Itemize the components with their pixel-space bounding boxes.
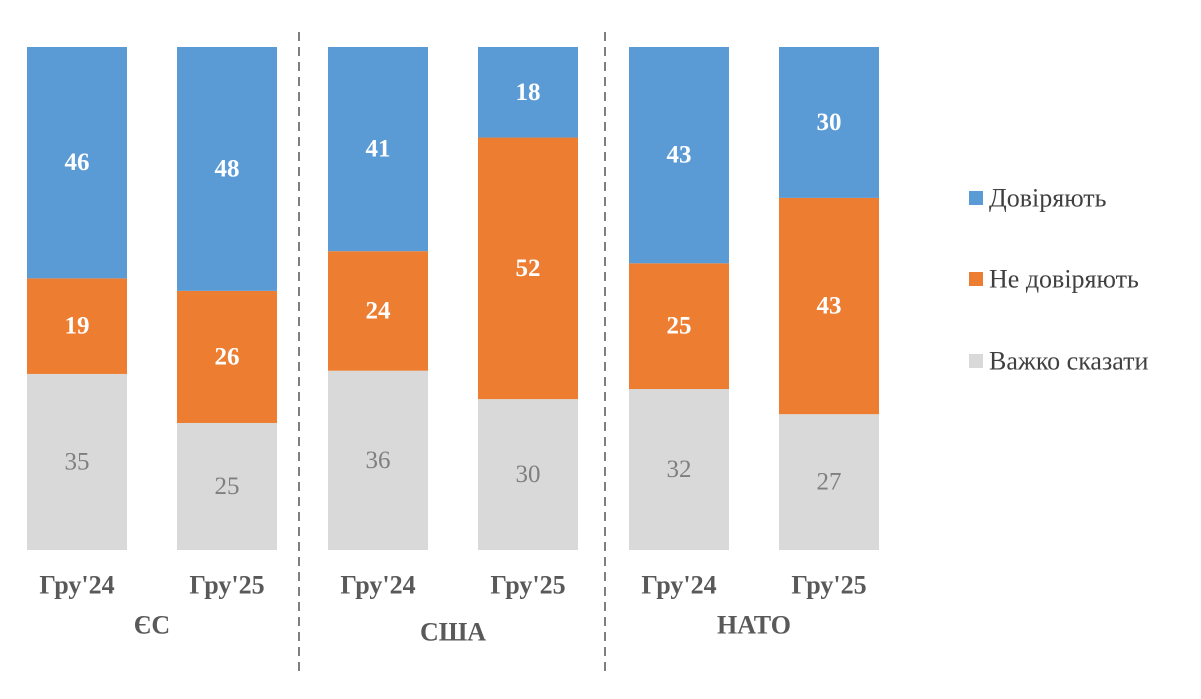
data-label: 26 — [215, 343, 240, 370]
legend-swatch — [969, 272, 983, 286]
bar-segment — [177, 47, 277, 291]
legend-label: Довіряють — [989, 184, 1107, 213]
legend-swatch — [969, 354, 983, 368]
bar-segment — [779, 197, 879, 415]
data-labels-layer: 35 19 46 25 26 48 36 24 41 30 52 18 32 25 43 27 43 30 — [65, 79, 842, 500]
x-tick-label: Гру'24 — [641, 571, 716, 600]
bar-segment — [779, 47, 879, 198]
data-label: 43 — [817, 293, 842, 320]
data-label: 27 — [817, 469, 842, 496]
bar-segment — [478, 137, 578, 400]
data-label: 24 — [366, 297, 392, 324]
bar-segment — [328, 47, 428, 252]
bar-segment — [177, 290, 277, 423]
data-label: 30 — [516, 461, 541, 488]
x-tick-labels: Гру'24 Гру'25 Гру'24 Гру'25 Гру'24 Гру'25 — [39, 571, 866, 600]
x-tick-label: Гру'25 — [189, 571, 264, 600]
bar-segment — [478, 47, 578, 138]
x-tick-label: Гру'25 — [490, 571, 565, 600]
data-label: 32 — [667, 456, 692, 483]
data-label: 35 — [65, 448, 90, 475]
data-label: 46 — [65, 149, 90, 176]
data-label: 19 — [65, 313, 90, 340]
x-tick-label: Гру'24 — [340, 571, 415, 600]
bar-segment — [478, 399, 578, 550]
data-label: 25 — [667, 313, 692, 340]
x-tick-label: Гру'25 — [791, 571, 866, 600]
bar-segment — [629, 47, 729, 264]
group-label: ЄС — [134, 611, 170, 640]
group-label: США — [420, 618, 486, 647]
data-label: 30 — [817, 109, 842, 136]
data-label: 48 — [215, 155, 240, 182]
bar-segment — [629, 263, 729, 390]
legend: Довіряють Не довіряють Важко сказати — [969, 184, 1148, 376]
bar-segment — [328, 251, 428, 371]
bar-segment — [328, 370, 428, 550]
group-label: НАТО — [717, 611, 791, 640]
data-label: 36 — [366, 447, 391, 474]
x-tick-label: Гру'24 — [39, 571, 114, 600]
data-label: 41 — [366, 136, 391, 163]
group-separators — [298, 32, 606, 676]
legend-label: Не довіряють — [989, 265, 1139, 294]
bar-segment — [27, 278, 127, 374]
data-label: 25 — [215, 473, 240, 500]
legend-label: Важко сказати — [989, 347, 1148, 376]
bar-segment — [629, 389, 729, 550]
bar-segment — [779, 414, 879, 550]
data-label: 18 — [516, 79, 541, 106]
bars-layer — [27, 47, 879, 550]
bar-segment — [177, 422, 277, 550]
data-label: 43 — [667, 142, 692, 169]
group-labels: ЄС США НАТО — [134, 611, 791, 647]
data-label: 52 — [516, 255, 541, 282]
legend-swatch — [969, 191, 983, 205]
bar-segment — [27, 47, 127, 279]
bar-segment — [27, 373, 127, 550]
